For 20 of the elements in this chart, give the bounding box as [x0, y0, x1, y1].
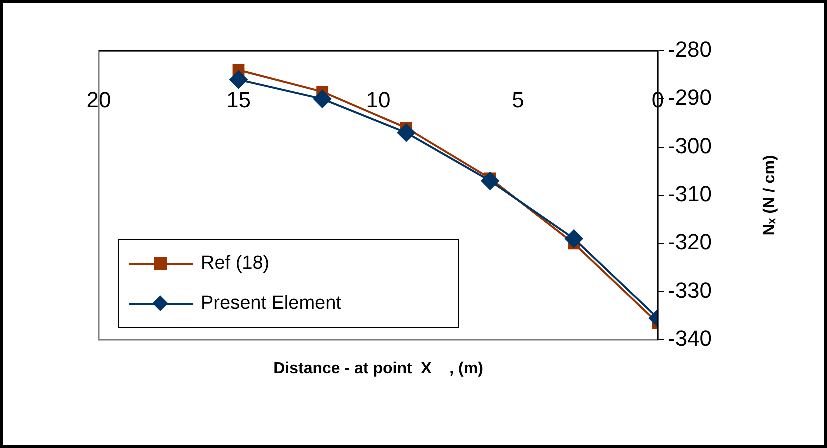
x-tick-label: 5: [512, 87, 524, 112]
y-tick-label: -320: [668, 230, 712, 255]
point: [314, 90, 332, 108]
legend-label: Present Element: [201, 293, 342, 315]
point: [481, 172, 500, 190]
y-tick-label: -290: [668, 85, 712, 110]
x-tick-label: 15: [226, 87, 251, 112]
y-axis-title: Nₓ (N / cm): [761, 155, 778, 236]
y-tick-label: -280: [668, 37, 712, 62]
legend-label: Ref (18): [201, 253, 270, 275]
x-tick-label: 10: [366, 87, 391, 112]
point: [397, 124, 416, 142]
point: [230, 70, 248, 89]
x-axis-title: Distance - at point X , (m): [274, 360, 484, 378]
point: [565, 230, 584, 248]
x-tick-label: 20: [86, 87, 112, 112]
y-tick-label: -300: [668, 133, 712, 158]
y-tick-label: -340: [668, 326, 712, 352]
y-tick-label: -330: [668, 278, 712, 303]
y-tick-label: -310: [668, 182, 712, 207]
